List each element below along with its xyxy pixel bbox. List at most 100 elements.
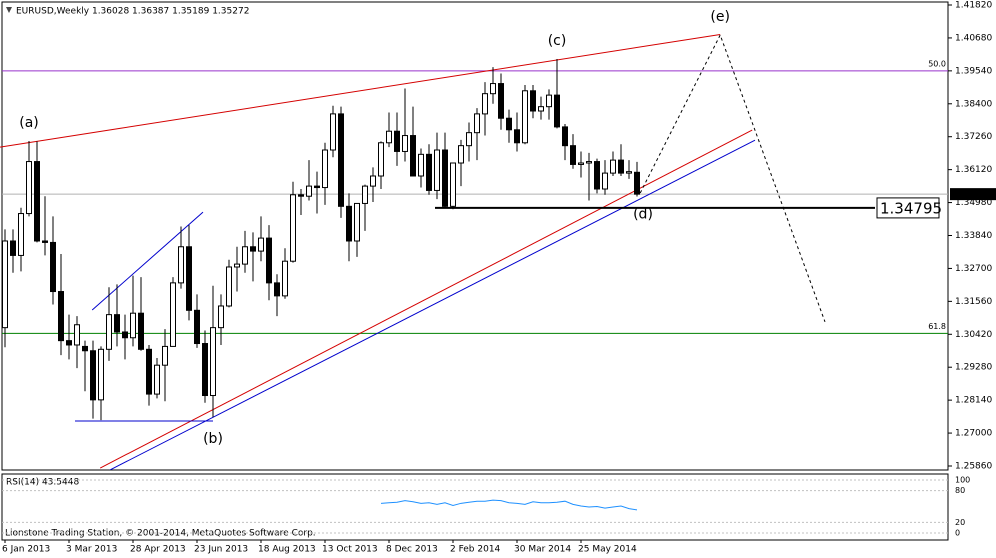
candle-body [602,172,608,190]
candle-body [330,113,336,151]
wave-label: (c) [548,33,567,49]
y-tick-label: 1.34980 [955,198,992,208]
candle-body [266,237,272,284]
candle-body [130,312,136,339]
fib-label: 61.8 [928,322,946,331]
candle-body [450,162,456,207]
x-tick-label: 2 Feb 2014 [450,545,501,555]
plot-area [0,33,948,470]
candle-body [34,161,40,242]
candle-body [474,113,480,134]
candle-body [634,171,640,195]
rsi-tick-label: 100 [955,476,970,485]
candle-body [210,327,216,397]
candle-body [514,129,520,144]
candle-body [354,202,360,242]
support-label: 1.34795 [880,199,942,217]
candle-body [218,305,224,329]
current-price-label: 1.35272 [955,190,992,200]
candle-body [362,185,368,204]
y-tick-label: 1.31560 [955,297,992,307]
rsi-tick-label: 80 [955,486,965,495]
rsi-tick-label: 20 [955,518,965,527]
candle-body [426,153,432,191]
y-tick-label: 1.28140 [955,396,992,406]
y-tick-label: 1.38400 [955,99,992,109]
candle-body [282,260,288,297]
candle-body [346,205,352,242]
candle-body [26,161,32,215]
candle-body [42,240,48,243]
support-label-box [876,197,940,219]
wave-label: (d) [633,207,653,223]
y-tick-label: 1.33840 [955,231,992,241]
candle-body [178,246,184,284]
x-tick-label: 25 May 2014 [578,545,637,555]
candle-body [458,145,464,164]
candle-body [314,185,320,189]
candle-body [386,130,392,144]
candle-body [546,94,552,108]
plot-border [1,1,949,471]
y-tick-label: 1.36120 [955,165,992,175]
candle-body [506,117,512,131]
y-tick-label: 1.27000 [955,429,992,439]
footer: Lionstone Trading Station, © 2001-2014, … [5,529,316,539]
candle-body [162,345,168,366]
y-tick-label: 1.32700 [955,264,992,274]
candle-body [298,194,304,197]
candle-body [50,241,56,293]
x-tick-label: 28 Apr 2013 [130,545,186,555]
candle-body [570,145,576,165]
chart-title: EURUSD,Weekly 1.36028 1.36387 1.35189 1.… [16,7,249,17]
wave-label: (e) [710,9,730,25]
trendline [91,211,204,311]
candle-body [370,175,376,187]
x-tick-label: 30 Mar 2014 [514,545,571,555]
candle-body [626,171,632,174]
candle-body [170,282,176,347]
trendline [639,33,826,323]
candle-body [138,312,144,350]
x-tick-label: 6 Jan 2013 [2,545,50,555]
candle-body [522,90,528,144]
rsi-border [1,473,949,541]
current-price-box [950,188,996,201]
y-tick-label: 1.37260 [955,132,992,142]
candle-body [402,135,408,152]
candle-body [586,161,592,164]
trendline [109,139,756,470]
rsi-title: RSI(14) 43.5448 [6,478,79,488]
y-tick-label: 1.29280 [955,363,992,373]
x-tick-label: 23 Jun 2013 [194,545,248,555]
candle-body [90,350,96,401]
candle-body [250,246,256,252]
candle-body [498,83,504,119]
candle-body [154,364,160,395]
rsi-line [380,499,638,511]
candle-body [434,149,440,191]
candle-body [186,246,192,311]
x-tick-label: 8 Dec 2013 [386,545,438,555]
candle-body [226,266,232,307]
candle-body [194,309,200,345]
y-tick-label: 1.39540 [955,66,992,76]
trendline [0,33,721,148]
y-tick-label: 1.30420 [955,330,992,340]
candle-body [618,159,624,174]
y-tick-label: 1.41820 [955,1,992,11]
wave-label: (a) [19,115,39,131]
candle-body [10,240,16,256]
candle-body [410,135,416,177]
candle-body [106,314,112,350]
candle-body [74,324,80,346]
candle-body [466,132,472,147]
x-tick-label: 18 Aug 2013 [258,545,316,555]
candle-body [554,94,560,128]
candle-body [258,237,264,252]
y-tick-label: 1.25860 [955,462,992,472]
candle-body [98,348,104,401]
candle-body [306,185,312,197]
candle-body [578,162,584,165]
